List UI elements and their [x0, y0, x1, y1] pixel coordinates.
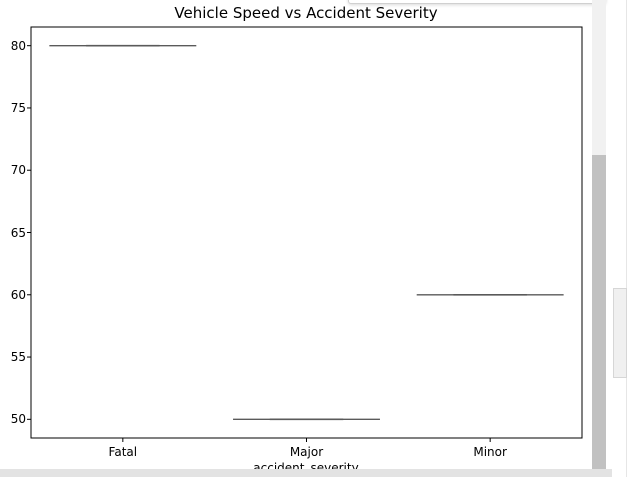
y-tick-label: 70 [10, 163, 26, 178]
y-tick-label: 55 [10, 350, 26, 365]
page-right-edge [626, 0, 638, 477]
chart-title: Vehicle Speed vs Accident Severity [174, 4, 438, 22]
output-vertical-scrollbar-thumb[interactable] [592, 155, 606, 477]
y-axis-ticks [27, 45, 31, 420]
chart-canvas [27, 26, 583, 442]
x-axis-ticks [122, 438, 491, 442]
x-tick-label: Minor [473, 445, 507, 459]
y-tick-label: 65 [10, 225, 26, 240]
y-tick-label: 60 [10, 287, 26, 302]
y-tick-label: 50 [10, 412, 26, 427]
box-marks [49, 44, 564, 421]
plot-area-frame [30, 26, 583, 439]
page-scrollbar-thumb[interactable] [613, 288, 627, 378]
x-tick-label: Fatal [108, 445, 138, 459]
x-tick-label: Major [289, 445, 324, 459]
y-tick-label: 80 [10, 38, 26, 53]
y-axis-label-clipped [0, 224, 1, 274]
output-horizontal-scrollbar[interactable] [0, 469, 612, 477]
y-tick-label: 75 [10, 100, 26, 115]
